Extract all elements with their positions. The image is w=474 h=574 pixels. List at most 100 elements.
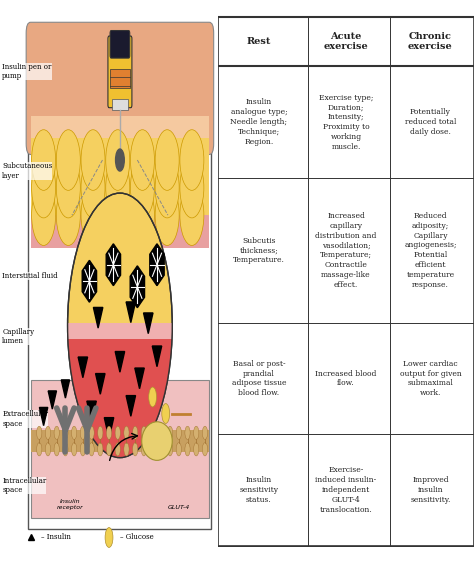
Circle shape (81, 185, 105, 246)
Circle shape (149, 387, 156, 407)
Circle shape (80, 426, 85, 440)
Wedge shape (68, 325, 172, 457)
Circle shape (150, 443, 155, 456)
FancyBboxPatch shape (218, 17, 474, 546)
FancyBboxPatch shape (26, 22, 214, 154)
Text: GLUT-4: GLUT-4 (168, 505, 190, 510)
Text: Exercise-
induced insulin-
independent
GLUT-4
translocation.: Exercise- induced insulin- independent G… (315, 467, 377, 514)
Circle shape (46, 443, 51, 456)
Circle shape (89, 426, 94, 440)
Text: Insulin
sensitivity
status.: Insulin sensitivity status. (239, 476, 279, 504)
Circle shape (130, 185, 155, 246)
Circle shape (56, 185, 80, 246)
Circle shape (32, 130, 55, 191)
Text: Subcutis
thickness;
Temperature.: Subcutis thickness; Temperature. (233, 236, 285, 264)
Circle shape (180, 130, 204, 191)
Circle shape (133, 443, 138, 456)
Circle shape (162, 404, 170, 424)
Circle shape (167, 426, 173, 440)
Text: Basal or post-
prandial
adipose tissue
blood flow.: Basal or post- prandial adipose tissue b… (232, 360, 286, 397)
Circle shape (105, 528, 113, 548)
Circle shape (176, 443, 182, 456)
Circle shape (180, 185, 204, 246)
Circle shape (124, 426, 129, 440)
Circle shape (68, 193, 172, 457)
Circle shape (133, 426, 138, 440)
FancyBboxPatch shape (30, 116, 210, 182)
Circle shape (106, 185, 130, 246)
Circle shape (115, 426, 120, 440)
Circle shape (36, 426, 42, 440)
Text: Subcutaneous
layer: Subcutaneous layer (2, 162, 53, 180)
Text: Chronic
exercise: Chronic exercise (408, 32, 453, 51)
Text: Reduced
adiposity;
Capillary
angiogenesis;
Potential
efficient
temperature
respo: Reduced adiposity; Capillary angiogenesi… (404, 212, 457, 289)
Circle shape (106, 157, 130, 218)
Circle shape (54, 443, 59, 456)
Text: Extracellular
space: Extracellular space (2, 410, 48, 428)
Text: Insulin pen or
pump: Insulin pen or pump (2, 63, 52, 80)
Circle shape (130, 130, 155, 191)
Text: Increased
capillary
distribution and
vasodilation;
Temperature;
Contractile
mass: Increased capillary distribution and vas… (315, 212, 377, 289)
Text: Lower cardiac
output for given
submaximal
work.: Lower cardiac output for given submaxima… (400, 360, 461, 397)
Circle shape (32, 185, 55, 246)
FancyBboxPatch shape (112, 99, 128, 110)
Ellipse shape (142, 422, 172, 460)
Circle shape (56, 130, 80, 191)
Circle shape (159, 426, 164, 440)
Text: Rest: Rest (247, 37, 271, 46)
Circle shape (202, 443, 208, 456)
Text: Insulin
receptor: Insulin receptor (56, 499, 83, 510)
Circle shape (155, 157, 179, 218)
Circle shape (180, 157, 204, 218)
Circle shape (98, 426, 103, 440)
Text: – Insulin: – Insulin (41, 533, 71, 541)
Circle shape (72, 426, 77, 440)
Circle shape (106, 443, 112, 456)
Circle shape (141, 426, 146, 440)
Circle shape (36, 443, 42, 456)
FancyBboxPatch shape (68, 323, 172, 339)
Circle shape (72, 443, 77, 456)
Circle shape (89, 443, 94, 456)
Circle shape (141, 443, 146, 456)
FancyBboxPatch shape (30, 138, 210, 226)
FancyBboxPatch shape (110, 30, 130, 58)
Circle shape (124, 443, 129, 456)
FancyBboxPatch shape (30, 215, 210, 248)
Circle shape (159, 443, 164, 456)
Circle shape (130, 157, 155, 218)
Circle shape (80, 443, 85, 456)
Circle shape (115, 443, 120, 456)
Circle shape (202, 426, 208, 440)
Text: Insulin
analogue type;
Needle length;
Technique;
Region.: Insulin analogue type; Needle length; Te… (230, 99, 288, 146)
Circle shape (81, 157, 105, 218)
Text: Acute
exercise: Acute exercise (324, 32, 368, 51)
Circle shape (150, 426, 155, 440)
Text: Potentially
reduced total
daily dose.: Potentially reduced total daily dose. (405, 108, 456, 136)
Circle shape (185, 426, 190, 440)
Circle shape (54, 426, 59, 440)
FancyBboxPatch shape (28, 28, 211, 529)
Text: Interstitial fluid: Interstitial fluid (2, 272, 58, 280)
Circle shape (63, 426, 68, 440)
FancyBboxPatch shape (30, 381, 210, 518)
Text: – Glucose: – Glucose (120, 533, 154, 541)
Circle shape (81, 130, 105, 191)
Circle shape (193, 426, 199, 440)
FancyBboxPatch shape (110, 69, 130, 88)
Circle shape (63, 443, 68, 456)
Text: Exercise type;
Duration;
Intensity;
Proximity to
working
muscle.: Exercise type; Duration; Intensity; Prox… (319, 94, 373, 150)
Circle shape (106, 130, 130, 191)
Circle shape (193, 443, 199, 456)
Circle shape (56, 157, 80, 218)
Text: Capillary
lumen: Capillary lumen (2, 328, 34, 345)
Circle shape (98, 443, 103, 456)
Circle shape (116, 149, 124, 171)
Circle shape (106, 426, 112, 440)
Text: Intracellular
space: Intracellular space (2, 476, 46, 494)
Circle shape (155, 130, 179, 191)
Circle shape (176, 426, 182, 440)
FancyBboxPatch shape (30, 430, 210, 452)
Text: Increased blood
flow.: Increased blood flow. (315, 370, 377, 387)
Text: Improved
insulin
sensitivity.: Improved insulin sensitivity. (410, 476, 451, 504)
